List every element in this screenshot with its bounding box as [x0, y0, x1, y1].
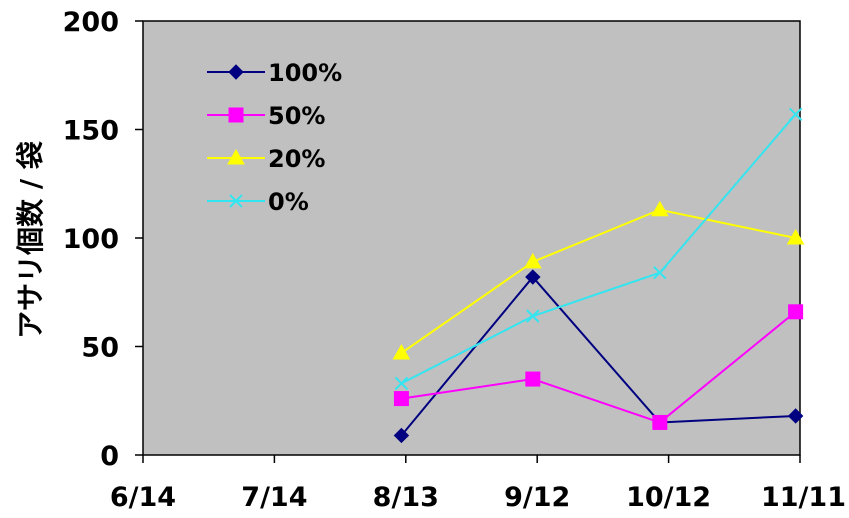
series-20pct-marker — [392, 344, 411, 360]
series-50pct-marker — [393, 391, 409, 407]
x-tick-label: 10/12 — [626, 482, 711, 513]
series-0pct — [394, 107, 803, 391]
y-tick-label: 200 — [63, 7, 119, 38]
legend-label: 50% — [268, 102, 325, 130]
plot-area — [142, 20, 801, 456]
series-50pct-line — [401, 311, 797, 424]
y-tick-label: 0 — [100, 441, 119, 472]
series-50pct-marker — [652, 414, 668, 430]
series-20pct-marker — [523, 252, 542, 269]
series-20pct-line — [400, 208, 796, 354]
series-20pct — [392, 200, 805, 360]
x-tick-label: 7/14 — [241, 482, 307, 513]
legend-marker — [228, 64, 244, 80]
legend-item-0pct: 0% — [207, 188, 309, 216]
series-50pct — [393, 304, 804, 430]
legend: 100% 50% 20% 0% — [207, 59, 342, 216]
series-0pct-marker — [394, 376, 409, 391]
series-100pct-marker — [393, 427, 410, 444]
legend-label: 20% — [268, 145, 325, 173]
series-20pct-marker — [650, 200, 669, 217]
series-group — [392, 107, 805, 444]
series-100pct-line — [400, 275, 796, 437]
x-tick-label: 9/12 — [504, 482, 570, 513]
series-20pct-marker — [786, 228, 805, 245]
series-100pct-marker — [787, 408, 804, 424]
x-tick-label: 8/13 — [373, 482, 439, 513]
x-tick-label: 6/14 — [110, 482, 176, 513]
y-tick-label: 50 — [81, 333, 119, 364]
series-0pct-line — [400, 113, 797, 385]
series-50pct-marker — [525, 371, 541, 387]
series-0pct-marker — [526, 309, 540, 323]
legend-label: 0% — [268, 188, 309, 216]
legend-label: 100% — [268, 59, 342, 87]
y-tick-label: 150 — [63, 116, 119, 147]
legend-marker — [229, 194, 243, 208]
legend-item-20pct: 20% — [207, 145, 325, 173]
series-0pct-marker — [788, 107, 803, 122]
x-tick-label: 11/11 — [761, 482, 846, 513]
legend-item-50pct: 50% — [207, 102, 325, 130]
legend-item-100pct: 100% — [207, 59, 342, 87]
y-axis-label: アサリ個数 / 袋 — [14, 140, 47, 339]
axes: 0 50 100 150 200 6/14 7/14 8/13 9/12 10/12 11/11 — [63, 7, 846, 513]
series-50pct-marker — [788, 304, 804, 320]
legend-marker — [227, 148, 245, 165]
series-0pct-marker — [653, 266, 667, 280]
series-100pct-marker — [525, 269, 541, 285]
y-tick-label: 100 — [63, 224, 119, 255]
legend-marker — [228, 107, 244, 123]
